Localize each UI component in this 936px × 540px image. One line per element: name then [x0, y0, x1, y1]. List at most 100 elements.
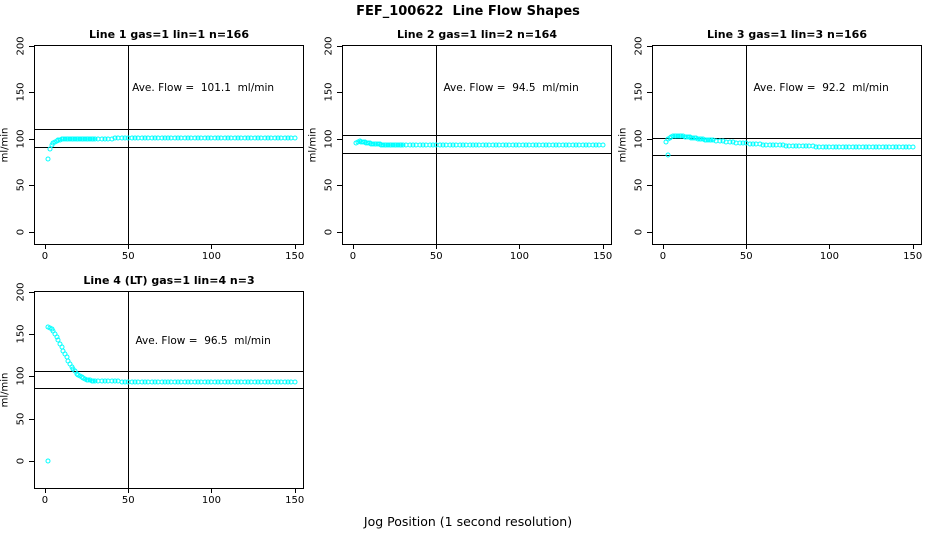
y-axis-tick-label: 0: [633, 228, 645, 236]
y-axis-tick: [29, 334, 34, 336]
y-axis-tick-label: 100: [15, 129, 27, 149]
lower-flow-limit-line: [35, 387, 303, 389]
lower-flow-limit-line: [653, 154, 921, 156]
x-axis-tick: [294, 244, 296, 249]
panel-line1-plot-area: Line 1 gas=1 lin=1 n=166 ml/min Ave. Flo…: [0, 28, 304, 262]
x-axis-tick-label: 150: [285, 251, 305, 262]
x-axis-tick-label: 100: [819, 251, 839, 262]
y-axis-label: ml/min: [307, 127, 319, 163]
y-axis-tick-label: 200: [323, 36, 335, 56]
y-axis-label: ml/min: [617, 127, 629, 163]
upper-flow-limit-line: [343, 135, 611, 137]
y-axis-tick-label: 100: [323, 129, 335, 149]
y-axis-tick-label: 150: [15, 82, 27, 103]
x-axis-title: Jog Position (1 second resolution): [363, 514, 573, 529]
x-axis-tick: [436, 244, 438, 249]
data-point: [45, 156, 51, 162]
ave-flow-annotation: Ave. Flow = 92.2 ml/min: [753, 81, 889, 94]
y-axis-tick-label: 150: [633, 82, 645, 103]
y-axis-tick: [647, 231, 652, 233]
ave-flow-annotation: Ave. Flow = 94.5 ml/min: [443, 81, 579, 94]
x-axis-tick: [211, 244, 213, 249]
y-axis-tick-label: 150: [15, 324, 27, 344]
x-axis-tick-label: 50: [121, 251, 135, 262]
panel-line2-title: Line 2 gas=1 lin=2 n=164: [396, 28, 557, 41]
y-axis-tick: [337, 46, 342, 47]
x-axis-tick: [519, 244, 521, 249]
x-axis-tick-label: 0: [349, 251, 357, 262]
x-axis-tick: [44, 488, 46, 493]
x-axis-tick: [44, 244, 46, 249]
ave-flow-annotation: Ave. Flow = 101.1 ml/min: [132, 81, 275, 94]
x-axis-tick: [662, 244, 664, 249]
x-axis-tick: [602, 244, 604, 249]
y-axis-tick: [337, 92, 342, 94]
y-axis-tick-label: 200: [15, 282, 27, 302]
x-axis-tick: [912, 244, 914, 249]
y-axis-tick: [29, 138, 34, 140]
panel-line4-plot-area: Line 4 (LT) gas=1 lin=4 n=3 ml/min Ave. …: [0, 274, 304, 506]
y-axis-tick: [29, 376, 34, 378]
y-axis-tick-label: 50: [15, 412, 27, 426]
y-axis-tick-label: 150: [323, 82, 335, 103]
data-point: [45, 458, 51, 464]
x-axis-tick: [128, 244, 130, 249]
y-axis-tick: [337, 185, 342, 187]
x-axis-tick-label: 50: [739, 251, 753, 262]
data-point: [910, 144, 916, 150]
x-axis-tick-label: 150: [285, 495, 305, 506]
x-axis-tick-label: 100: [201, 495, 221, 506]
ave-flow-annotation: Ave. Flow = 96.5 ml/min: [135, 335, 271, 347]
panel-line4-title: Line 4 (LT) gas=1 lin=4 n=3: [83, 274, 255, 287]
y-axis-tick-label: 50: [15, 179, 27, 192]
y-axis-tick-label: 200: [15, 36, 27, 56]
y-axis-tick: [29, 92, 34, 94]
x-axis-tick-label: 50: [429, 251, 443, 262]
y-axis-tick-label: 50: [633, 179, 645, 192]
reference-vline-50: [128, 292, 130, 488]
y-axis-tick: [337, 138, 342, 140]
y-axis-label: ml/min: [0, 372, 11, 408]
x-axis-tick-label: 100: [201, 251, 221, 262]
y-axis-tick: [29, 185, 34, 187]
panel-line3-plot-area: Line 3 gas=1 lin=3 n=166 ml/min Ave. Flo…: [618, 28, 923, 262]
y-axis-tick-label: 200: [633, 36, 645, 56]
y-axis-tick: [29, 292, 34, 293]
x-axis-tick: [829, 244, 831, 249]
main-title: FEF_100622 Line Flow Shapes: [356, 4, 580, 19]
data-point: [665, 152, 671, 158]
y-axis-tick: [29, 46, 34, 47]
panel-line2-plot-area: Line 2 gas=1 lin=2 n=164 ml/min Ave. Flo…: [308, 28, 613, 262]
y-axis-tick: [647, 138, 652, 140]
x-axis-tick-label: 150: [903, 251, 923, 262]
y-axis-tick-label: 0: [323, 228, 335, 236]
x-axis-tick-label: 150: [593, 251, 613, 262]
upper-flow-limit-line: [35, 371, 303, 373]
x-axis-tick: [211, 488, 213, 493]
y-axis-tick: [647, 46, 652, 47]
data-point: [292, 135, 298, 141]
upper-flow-limit-line: [653, 137, 921, 139]
y-axis-tick: [337, 231, 342, 233]
lower-flow-limit-line: [35, 147, 303, 149]
x-axis-tick-label: 0: [41, 251, 49, 262]
y-axis-tick: [647, 185, 652, 187]
y-axis-tick-label: 100: [633, 129, 645, 149]
y-axis-tick: [29, 460, 34, 462]
y-axis-tick: [647, 92, 652, 94]
y-axis-tick-label: 100: [15, 366, 27, 387]
reference-vline-50: [128, 46, 130, 244]
y-axis-tick: [29, 418, 34, 420]
x-axis-tick: [128, 488, 130, 493]
x-axis-tick: [294, 488, 296, 493]
x-axis-tick-label: 50: [121, 495, 135, 506]
x-axis-tick-label: 100: [509, 251, 529, 262]
y-axis-tick-label: 0: [15, 457, 27, 465]
x-axis-tick-label: 0: [659, 251, 667, 262]
upper-flow-limit-line: [35, 128, 303, 130]
lower-flow-limit-line: [343, 152, 611, 154]
panel-line1-title: Line 1 gas=1 lin=1 n=166: [88, 28, 249, 41]
panel-line3-title: Line 3 gas=1 lin=3 n=166: [706, 28, 867, 41]
x-axis-tick-label: 0: [41, 495, 49, 506]
